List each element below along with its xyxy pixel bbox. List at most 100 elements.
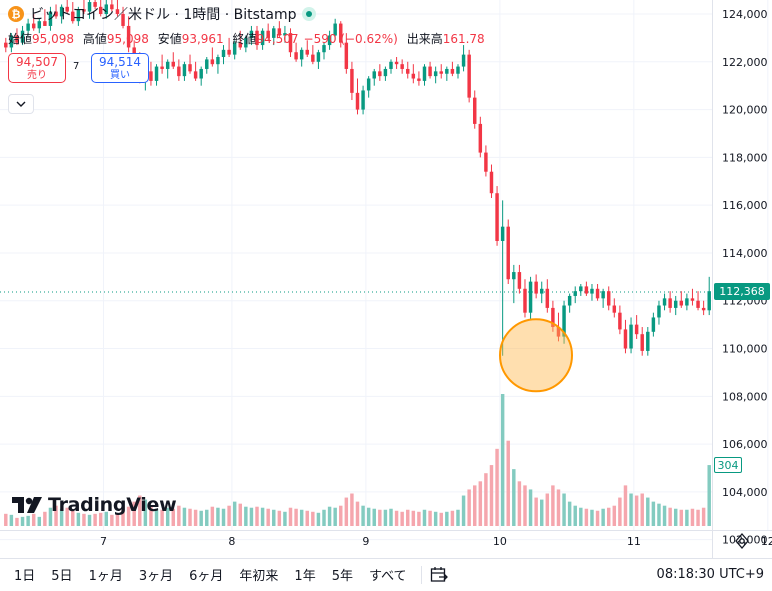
candle-body — [37, 21, 42, 29]
gear-icon — [735, 533, 749, 549]
candle-body — [534, 281, 538, 294]
volume-bar — [595, 510, 600, 526]
range-5y[interactable]: 5年 — [331, 569, 353, 584]
candle-body — [685, 298, 689, 306]
range-1y[interactable]: 1年 — [294, 569, 316, 584]
volume-bar — [344, 497, 349, 526]
volume-bar — [26, 515, 30, 526]
go-to-date-button[interactable] — [428, 564, 450, 586]
volume-bar — [512, 469, 516, 526]
volume-bar — [411, 510, 416, 526]
price-tick-label: 102,000 — [722, 534, 768, 547]
time-axis[interactable]: 7 8 9 10 11 12 — [0, 530, 772, 549]
last-price-label: 112,368 — [714, 283, 770, 301]
candle-body — [551, 307, 555, 328]
open-value: 95,098 — [32, 32, 75, 46]
collapse-legend-button[interactable] — [8, 94, 34, 114]
candle-body — [478, 123, 483, 153]
logo-text: TradingView — [48, 494, 177, 516]
candle-body — [383, 68, 388, 77]
candle-body — [272, 28, 276, 38]
tradingview-logo[interactable]: TradingView — [12, 494, 177, 516]
volume-bars — [4, 394, 711, 526]
candle-body — [4, 42, 8, 48]
range-6m[interactable]: 6ヶ月 — [189, 569, 224, 584]
volume-bar — [87, 514, 92, 526]
volume-bar — [489, 465, 494, 526]
candle-body — [595, 288, 600, 299]
candle-body — [618, 312, 622, 330]
range-ytd[interactable]: 年初来 — [239, 569, 279, 584]
volume-bar — [339, 505, 343, 526]
volume-bar — [188, 508, 192, 526]
volume-bar — [115, 513, 120, 526]
volume-bar — [478, 481, 483, 526]
buy-button[interactable]: 94,514 買い — [91, 53, 149, 83]
volume-bar — [366, 507, 371, 526]
candle-body — [87, 2, 92, 12]
volume-bar — [517, 481, 522, 526]
volume-bar — [523, 485, 527, 526]
candle-body — [31, 23, 36, 29]
price-tick-label: 106,000 — [722, 438, 768, 451]
range-5d[interactable]: 5日 — [51, 569, 73, 584]
chevron-down-icon — [16, 101, 26, 107]
range-1d[interactable]: 1日 — [14, 569, 36, 584]
volume-bar — [679, 509, 684, 526]
volume-bar — [216, 507, 220, 526]
symbol-title[interactable]: ビットコイン／米ドル · 1時間 · Bitstamp — [30, 7, 297, 23]
candle-body — [512, 272, 516, 280]
candle-body — [506, 226, 510, 280]
price-axis[interactable]: 124,000 122,000 120,000 118,000 116,000 114,0… — [712, 0, 768, 558]
price-tick-label: 124,000 — [722, 8, 768, 21]
bottom-toolbar: 1日 5日 1ヶ月 3ヶ月 6ヶ月 年初来 1年 5年 すべて 08:18:30… — [0, 558, 772, 590]
volume-bar — [227, 505, 231, 526]
volume-bar — [539, 499, 544, 526]
candle-body — [216, 57, 220, 65]
ohlc-legend: 始値95,098 高値95,098 安値93,961 終値94,507 −590 … — [8, 30, 490, 47]
candle-body — [523, 288, 527, 313]
range-all[interactable]: すべて — [368, 569, 407, 584]
price-chart[interactable]: 124,000 122,000 120,000 118,000 116,000 114,0… — [0, 0, 772, 558]
candle-body — [601, 291, 605, 299]
candle-body — [327, 35, 332, 46]
high-label: 高値 — [82, 32, 107, 46]
volume-bar — [612, 505, 617, 526]
symbol-header[interactable]: ₿ ビットコイン／米ドル · 1時間 · Bitstamp — [8, 4, 317, 24]
candle-body — [322, 45, 326, 53]
tradingview-logo-icon — [12, 497, 42, 513]
candle-body — [249, 30, 254, 38]
sell-button[interactable]: 94,507 売り — [8, 53, 66, 83]
price-tick-label: 104,000 — [722, 486, 768, 499]
volume-bar — [685, 509, 689, 526]
volume-bar — [59, 508, 64, 526]
candle-body — [182, 64, 187, 77]
volume-bar — [422, 509, 427, 526]
volume-bar — [495, 448, 499, 526]
candle-body — [199, 68, 203, 79]
candle-body — [98, 6, 103, 14]
candle-body — [266, 30, 270, 38]
candle-body — [634, 324, 639, 335]
volume-bar — [327, 506, 332, 526]
volume-bar — [618, 497, 622, 526]
candle-body — [372, 71, 376, 79]
candle-body — [244, 37, 248, 48]
volume-bar — [126, 506, 131, 526]
candle-body — [294, 52, 298, 60]
volume-bar — [272, 509, 276, 526]
volume-bar — [383, 509, 388, 526]
clock-timezone[interactable]: 08:18:30 UTC+9 — [656, 567, 764, 582]
candle-body — [495, 193, 499, 241]
candle-body — [467, 54, 471, 98]
range-1m[interactable]: 1ヶ月 — [88, 569, 123, 584]
time-tick-label: 11 — [627, 535, 641, 548]
volume-bar — [110, 514, 114, 526]
volume-value: 161.78 — [442, 32, 485, 46]
candle-body — [126, 25, 131, 48]
volume-bar — [662, 505, 667, 526]
candle-body — [15, 35, 19, 43]
candle-body — [221, 49, 226, 58]
chart-settings-button[interactable] — [733, 532, 751, 550]
range-3m[interactable]: 3ヶ月 — [138, 569, 174, 584]
